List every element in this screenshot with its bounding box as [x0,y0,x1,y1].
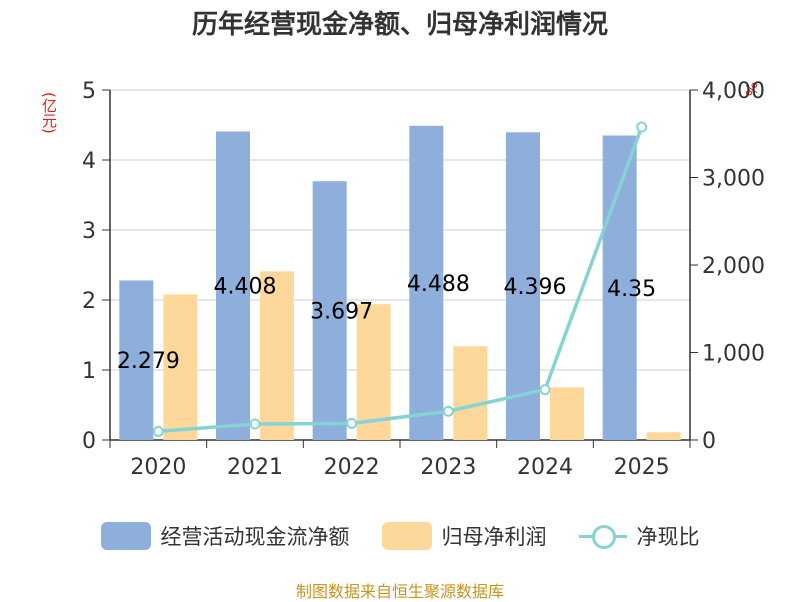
bar-cashflow [506,132,540,440]
bar-cashflow [119,280,154,440]
bar-net-profit [646,432,681,440]
point-cash-ratio [636,121,648,133]
data-label-cashflow: 4.35 [607,277,656,302]
line-cash-ratio [158,126,644,434]
x-axis-tick-label: 2024 [517,455,573,480]
legend-item-cashflow[interactable]: 经营活动现金流净额 [100,521,350,551]
legend-swatch-net-profit [381,522,432,550]
left-axis-tick-label: 5 [82,79,96,104]
bar-net-profit [550,387,584,440]
x-axis-tick-label: 2020 [130,455,186,480]
right-axis-tick-label: 2,000 [702,254,765,279]
legend: 经营活动现金流净额 归母净利润 净现比 [0,516,800,556]
right-axis-tick-label: 0 [702,429,716,454]
x-axis-tick-label: 2025 [614,455,670,480]
left-axis-tick-label: 3 [82,219,96,244]
point-cash-ratio [442,405,454,417]
legend-swatch-cashflow [100,522,151,550]
data-label-cashflow: 2.279 [117,349,180,374]
left-axis-unit: (亿元) [40,92,58,134]
data-label-cashflow: 4.408 [214,275,277,300]
x-axis-tick-label: 2021 [227,455,283,480]
bar-net-profit [356,304,391,440]
left-axis-tick-label: 1 [82,359,96,384]
bar-cashflow [312,181,347,440]
bar-net-profit [260,271,294,440]
x-axis-tick-label: 2022 [324,455,380,480]
bar-net-profit [163,294,198,440]
point-cash-ratio [152,425,164,437]
legend-label-net-profit: 归母净利润 [441,525,547,549]
right-axis-tick-label: 3,000 [702,167,765,192]
right-axis-tick-label: 4,000 [702,79,765,104]
data-source: 制图数据来自恒生聚源数据库 [295,582,504,601]
legend-item-net-profit[interactable]: 归母净利润 [381,521,547,551]
legend-label-cashflow: 经营活动现金流净额 [160,525,350,549]
chart-title: 历年经营现金净额、归母净利润情况 [191,10,608,40]
point-cash-ratio [346,417,358,429]
left-axis-tick-label: 2 [82,289,96,314]
bar-cashflow [216,131,250,440]
legend-label-cash-ratio: 净现比 [636,525,700,549]
legend-item-cash-ratio[interactable]: 净现比 [578,521,700,551]
x-axis-tick-label: 2023 [420,455,476,480]
bar-net-profit [453,346,488,440]
data-label-cashflow: 4.396 [504,275,567,300]
legend-swatch-cash-ratio [578,522,627,550]
point-cash-ratio [539,384,551,396]
left-axis-tick-label: 0 [82,429,96,454]
point-cash-ratio [249,418,261,430]
data-label-cashflow: 4.488 [407,272,470,297]
data-label-cashflow: 3.697 [310,300,373,325]
bar-cashflow [409,125,444,440]
left-axis-tick-label: 4 [82,149,96,174]
right-axis-tick-label: 1,000 [702,342,765,367]
